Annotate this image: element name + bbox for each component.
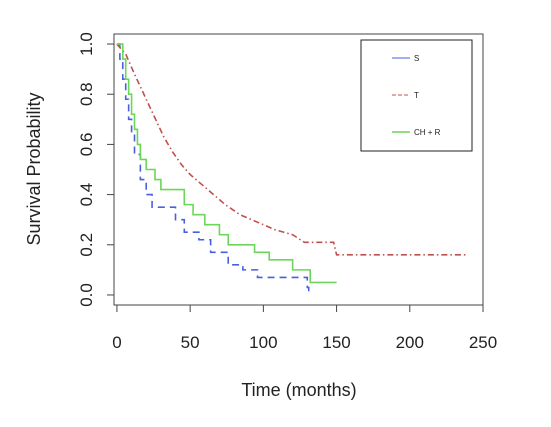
y-tick-label: 0.4 — [77, 183, 96, 207]
y-axis-label: Survival Probability — [24, 92, 44, 245]
x-tick-label: 0 — [112, 333, 121, 352]
x-axis: 0 50 100 150 200 250 — [112, 305, 497, 352]
legend: S T CH + R — [360, 39, 473, 152]
series-layer — [116, 43, 469, 295]
y-tick-label: 0.0 — [77, 283, 96, 307]
series-line-2 — [116, 43, 337, 284]
y-tick-label: 0.6 — [77, 133, 96, 157]
x-tick-label: 100 — [249, 333, 277, 352]
y-axis: 0.0 0.2 0.4 0.6 0.8 1.0 — [77, 32, 114, 307]
plot-frame — [113, 33, 484, 306]
legend-box — [360, 39, 473, 152]
legend-label-t: T — [414, 91, 419, 100]
series-line-0 — [116, 43, 310, 295]
x-tick-label: 50 — [181, 333, 200, 352]
series-line-1 — [116, 43, 469, 256]
y-tick-label: 1.0 — [77, 32, 96, 56]
y-tick-label: 0.2 — [77, 233, 96, 257]
x-tick-label: 150 — [322, 333, 350, 352]
y-tick-label: 0.8 — [77, 82, 96, 106]
x-tick-label: 200 — [396, 333, 424, 352]
x-axis-label: Time (months) — [241, 380, 356, 400]
legend-label-ch-r: CH + R — [414, 128, 441, 137]
legend-label-s: S — [414, 54, 419, 63]
x-tick-label: 250 — [469, 333, 497, 352]
